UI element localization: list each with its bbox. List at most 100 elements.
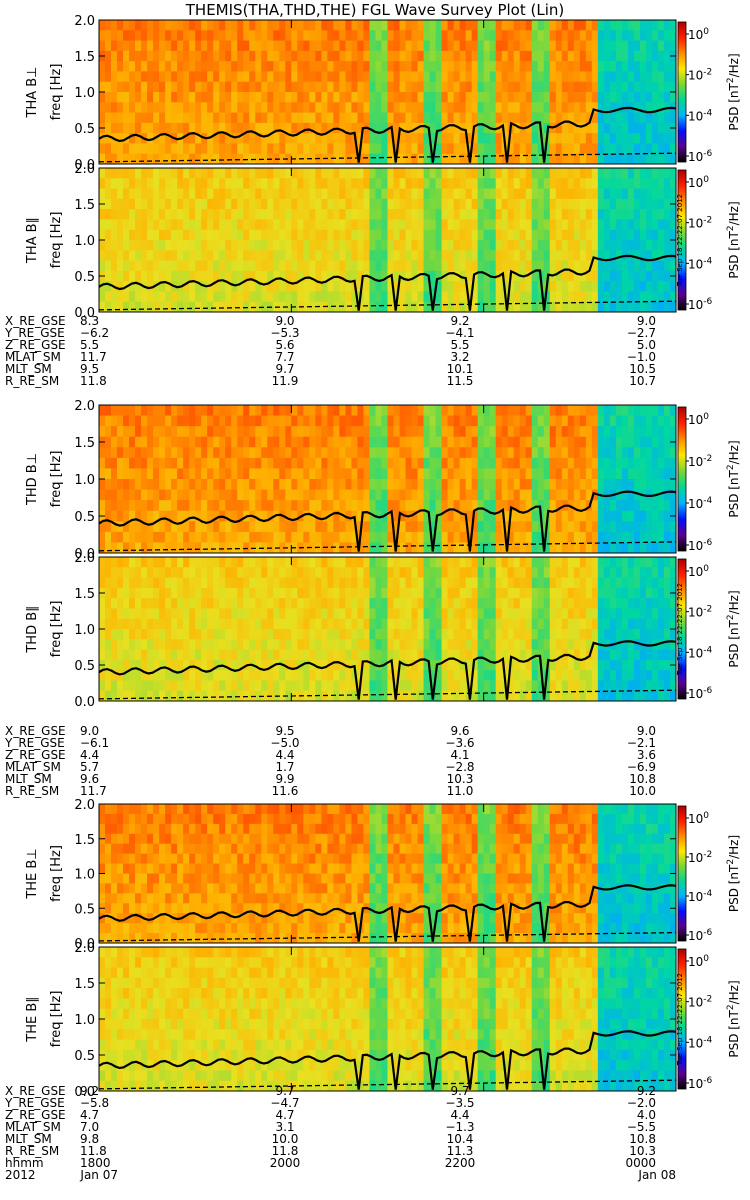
spectrogram-cell: [561, 521, 569, 533]
spectrogram-cell: [333, 567, 340, 578]
spectrogram-cell: [315, 20, 322, 31]
spectrogram-cell: [555, 153, 563, 165]
spectrogram-cell: [159, 112, 166, 124]
spectrogram-cell: [525, 500, 533, 512]
spectrogram-cell: [405, 557, 412, 568]
spectrogram-cell: [165, 219, 172, 231]
spectrogram-cell: [189, 260, 196, 272]
spectrogram-cell: [579, 281, 587, 292]
spectrogram-cell: [315, 479, 322, 490]
spectrogram-cell: [537, 92, 545, 103]
spectrogram-cell: [357, 50, 364, 62]
spectrogram-cell: [201, 50, 208, 62]
spectrogram-cell: [453, 680, 461, 692]
spectrogram-cell: [339, 122, 346, 134]
spectrogram-cell: [273, 531, 280, 543]
spectrogram-cell: [375, 209, 382, 220]
spectrogram-cell: [591, 20, 599, 31]
spectrogram-cell: [495, 188, 503, 200]
spectrogram-cell: [543, 240, 551, 251]
spectrogram-cell: [273, 521, 280, 533]
spectrogram-cell: [387, 567, 394, 578]
spectrogram-cell: [435, 510, 442, 522]
spectrogram-cell: [585, 479, 593, 490]
spectrogram-cell: [315, 92, 322, 103]
spectrogram-cell: [135, 680, 142, 692]
spectrogram-cell: [303, 521, 310, 533]
spectrogram-cell: [189, 447, 196, 459]
spectrogram-cell: [165, 608, 172, 620]
spectrogram-cell: [567, 291, 575, 303]
spectrogram-cell: [207, 143, 214, 155]
spectrogram-cell: [117, 133, 124, 144]
spectrogram-cell: [549, 40, 557, 52]
spectrogram-cell: [363, 168, 370, 179]
spectrogram-cell: [165, 92, 172, 103]
spectrogram-cell: [369, 659, 376, 671]
spectrogram-cell: [597, 457, 605, 469]
spectrogram-cell: [531, 301, 539, 313]
spectrogram-cell: [357, 608, 364, 620]
spectrogram-cell: [651, 178, 659, 189]
spectrogram-cell: [423, 531, 430, 543]
spectrogram-cell: [111, 618, 118, 630]
spectrogram-cell: [195, 50, 202, 62]
spectrogram-cell: [333, 30, 340, 41]
spectrogram-cell: [657, 178, 665, 189]
spectrogram-cell: [405, 260, 412, 272]
spectrogram-cell: [351, 61, 358, 72]
spectrogram-cell: [441, 291, 448, 303]
spectrogram-cell: [117, 281, 124, 292]
colorbar-tick-label: 10-4: [688, 108, 713, 123]
spectrogram-cell: [663, 178, 671, 189]
spectrogram-cell: [111, 30, 118, 41]
spectrogram-cell: [231, 229, 238, 241]
spectrogram-cell: [441, 521, 448, 533]
spectrogram-cell: [189, 30, 196, 41]
spectrogram-cell: [177, 122, 184, 134]
spectrogram-cell: [99, 557, 106, 568]
spectrogram-cell: [201, 659, 208, 671]
spectrogram-cell: [153, 542, 160, 554]
spectrogram-cell: [99, 20, 106, 31]
spectrogram-cell: [411, 250, 418, 261]
spectrogram-cell: [273, 457, 280, 469]
spectrogram-cell: [405, 618, 412, 630]
spectrogram-cell: [639, 71, 647, 83]
spectrogram-cell: [369, 567, 376, 578]
spectrogram-cell: [369, 618, 376, 630]
spectrogram-cell: [153, 81, 160, 93]
spectrogram-cell: [105, 81, 112, 93]
spectrogram-cell: [351, 291, 358, 303]
spectrogram-cell: [129, 415, 136, 427]
colorbar-tick-label: 10-2: [688, 68, 712, 83]
spectrogram-cell: [285, 250, 292, 261]
spectrogram-cell: [405, 629, 412, 640]
spectrogram-cell: [201, 531, 208, 543]
spectrogram-cell: [99, 250, 106, 261]
spectrogram-cell: [303, 209, 310, 220]
spectrogram-cell: [585, 531, 593, 543]
spectrogram-cell: [297, 30, 304, 41]
spectrogram-cell: [441, 260, 448, 272]
spectrogram-cell: [105, 301, 112, 313]
spectrogram-cell: [177, 447, 184, 459]
spectrogram-cell: [387, 209, 394, 220]
spectrogram-cell: [357, 577, 364, 589]
spectrogram-cell: [231, 143, 238, 155]
spectrogram-cell: [615, 250, 623, 261]
spectrogram-cell: [369, 229, 376, 241]
spectrogram-cell: [315, 405, 322, 416]
spectrogram-cell: [285, 468, 292, 480]
spectrogram-cell: [177, 50, 184, 62]
spectrogram-cell: [333, 229, 340, 241]
spectrogram-cell: [567, 415, 575, 427]
spectrogram-cell: [141, 567, 148, 578]
spectrogram-cell: [99, 608, 106, 620]
spectrogram-cell: [213, 468, 220, 480]
spectrogram-cell: [261, 133, 268, 144]
spectrogram-cell: [633, 102, 641, 113]
spectrogram-cell: [513, 500, 521, 512]
spectrogram-cell: [123, 542, 130, 554]
spectrogram-cell: [585, 436, 593, 448]
